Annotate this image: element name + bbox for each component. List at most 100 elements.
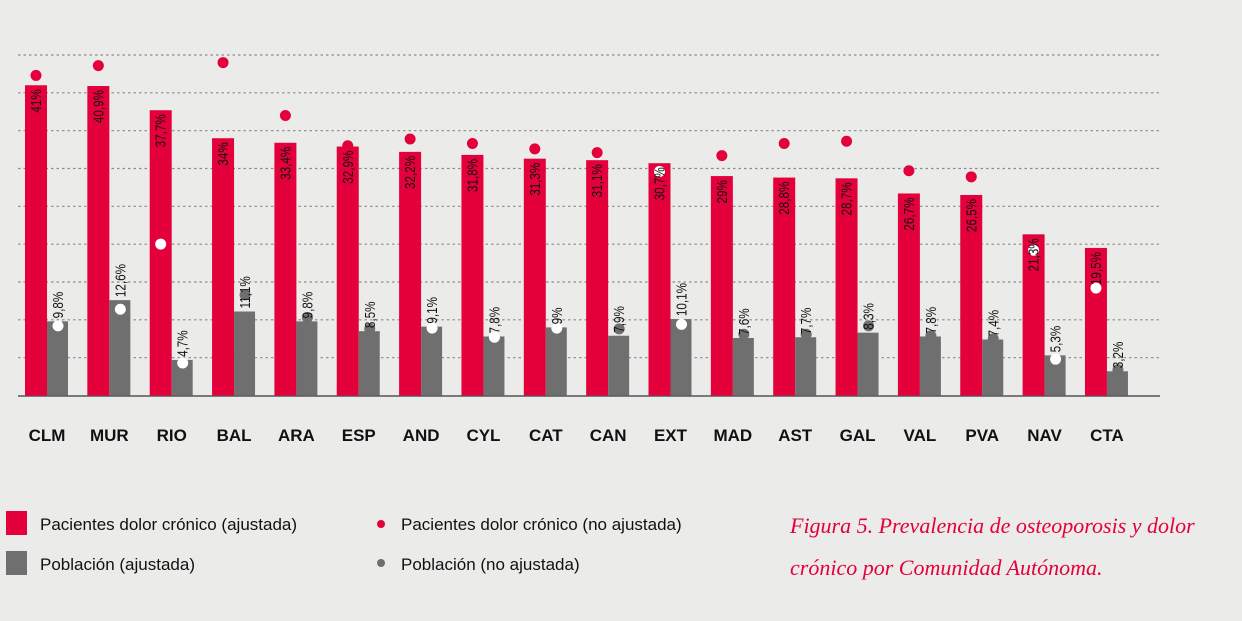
value-label-pacientes: 40,9% [90,90,107,123]
value-label-poblacion: 9,8% [299,292,316,319]
category-label: CTA [1090,426,1124,445]
category-label: VAL [904,426,937,445]
legend-label: Pacientes dolor crónico (ajustada) [40,515,297,534]
value-label-pacientes: 21,3% [1025,238,1042,271]
bar-pacientes-ajustada [212,138,235,396]
value-label-poblacion: 9,8% [50,292,67,319]
dot-poblacion-no-ajustada [52,320,64,332]
value-label-poblacion: 11,1% [237,276,254,308]
figure-caption-line-2: crónico por Comunidad Autónoma. [790,555,1102,580]
value-label-poblacion: 7,6% [735,308,752,335]
category-label: MAD [713,426,752,445]
value-label-poblacion: 5,3% [1047,326,1064,353]
value-label-poblacion: 7,4% [985,310,1002,337]
value-label-pacientes: 31,8% [464,159,481,192]
value-label-poblacion: 7,7% [798,308,815,335]
category-label: BAL [217,426,252,445]
dot-pacientes-no-ajustada [1090,282,1102,294]
value-labels: 41% 9,8% 40,9% 12,6% 37,7% 4,7% 34% 11,1% 33,4% 9… [28,89,1127,368]
dots [30,57,1124,376]
dot-poblacion-no-ajustada [1112,364,1124,376]
category-label: CAN [590,426,627,445]
value-label-poblacion: 7,9% [611,306,628,333]
dot-poblacion-no-ajustada [800,328,812,340]
category-label: MUR [90,426,129,445]
bar-pacientes-ajustada [897,193,920,396]
dot-poblacion-no-ajustada [301,312,313,324]
category-label: EXT [654,426,688,445]
dot-pacientes-no-ajustada [404,133,416,145]
bar-pacientes-ajustada [523,158,546,396]
legend-label: Población (no ajustada) [401,555,580,574]
value-label-poblacion: 9% [548,307,565,324]
bar-pacientes-ajustada [149,110,172,396]
bar-pacientes-ajustada [87,86,110,396]
value-label-poblacion: 4,7% [174,330,191,357]
dot-poblacion-no-ajustada [426,322,438,334]
bar-pacientes-ajustada [461,154,484,396]
bar-pacientes-ajustada [1022,234,1045,396]
dot-poblacion-no-ajustada [551,322,563,334]
value-label-poblacion: 7,8% [923,307,940,334]
bar-pacientes-ajustada [773,177,796,396]
figure-caption-line-1: Figura 5. Prevalencia de osteoporosis y … [789,513,1195,538]
dot-pacientes-no-ajustada [591,147,603,159]
bar-poblacion-ajustada [670,319,692,396]
dot-poblacion-no-ajustada [738,328,750,340]
bars [25,85,1128,396]
category-label: CYL [466,426,500,445]
dot-pacientes-no-ajustada [778,138,790,150]
value-label-poblacion: 8,5% [361,301,378,328]
value-label-pacientes: 37,7% [152,114,169,147]
value-label-pacientes: 32,9% [339,151,356,184]
value-label-poblacion: 8,3% [860,303,877,330]
value-label-poblacion: 7,8% [486,307,503,334]
legend-label: Población (ajustada) [40,555,195,574]
category-label: AND [403,426,440,445]
category-label: AST [778,426,813,445]
dot-pacientes-no-ajustada [716,150,728,162]
value-label-pacientes: 33,4% [277,147,294,180]
category-label: ARA [278,426,315,445]
category-labels: CLM MUR RIO BAL ARA ESP AND CYL CAT CAN EXT MAD AST G… [29,426,1124,445]
bar-poblacion-ajustada [732,337,754,396]
bar-poblacion-ajustada [358,331,380,396]
bar-pacientes-ajustada [1084,247,1107,396]
legend-swatch-grey-square [6,551,27,575]
bar-poblacion-ajustada [296,321,318,396]
dot-pacientes-no-ajustada [92,60,104,72]
bar-poblacion-ajustada [1044,355,1066,396]
bar-poblacion-ajustada [545,327,567,396]
dot-poblacion-no-ajustada [364,323,376,335]
dot-pacientes-no-ajustada [30,69,42,81]
category-label: CLM [29,426,66,445]
value-label-poblacion: 3,2% [1110,342,1127,369]
dot-pacientes-no-ajustada [529,143,541,155]
bar-pacientes-ajustada [336,146,359,396]
legend-label: Pacientes dolor crónico (no ajustada) [401,515,682,534]
legend: Pacientes dolor crónico (ajustada) Pobla… [6,511,682,575]
value-label-pacientes: 32,2% [402,156,419,189]
bar-pacientes-ajustada [274,142,297,396]
dot-poblacion-no-ajustada [863,320,875,332]
value-label-pacientes: 29% [713,180,730,203]
value-label-pacientes: 41% [28,89,45,112]
bar-poblacion-ajustada [171,359,193,396]
category-label: RIO [157,426,187,445]
dot-pacientes-no-ajustada [466,138,478,150]
value-label-pacientes: 31,3% [526,163,543,196]
value-label-pacientes: 30,7% [651,167,668,200]
dot-poblacion-no-ajustada [488,331,500,343]
bar-poblacion-ajustada [1106,371,1128,396]
bar-poblacion-ajustada [795,337,817,396]
bar-pacientes-ajustada [960,194,983,396]
category-label: CAT [529,426,563,445]
bar-poblacion-ajustada [857,332,879,396]
category-label: ESP [342,426,376,445]
bar-pacientes-ajustada [586,160,609,396]
dot-pacientes-no-ajustada [342,140,354,152]
bar-pacientes-ajustada [399,151,422,396]
value-label-pacientes: 28,7% [838,182,855,215]
